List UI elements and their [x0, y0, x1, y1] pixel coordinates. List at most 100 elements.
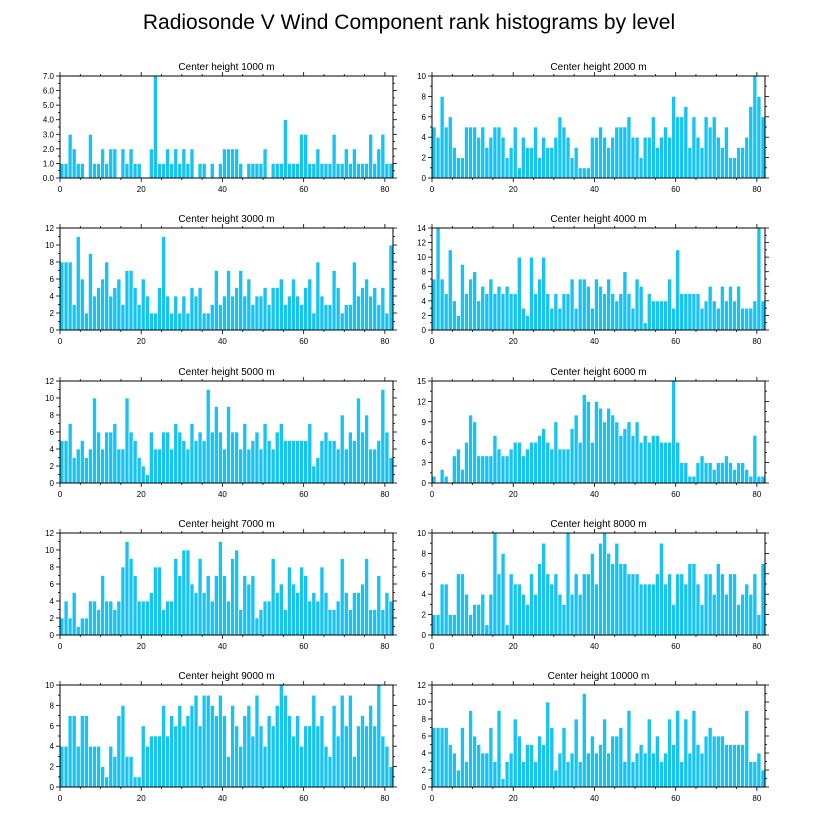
- panel-9-bar-69: [339, 694, 345, 788]
- panel-3-bar-38: [213, 270, 219, 331]
- panel-10-bar-60: [675, 710, 681, 788]
- panel-8-bar-15: [492, 532, 498, 636]
- panel-9-bar-29: [177, 705, 183, 788]
- panel-4-bar-45: [614, 300, 620, 331]
- panel-3-bar-18: [132, 287, 138, 331]
- panel-4-bar-22: [520, 307, 526, 331]
- panel-9-bar-41: [226, 756, 231, 788]
- panel-6-bar-6: [456, 448, 461, 484]
- panel-4-bar-67: [703, 300, 709, 331]
- panel-9-bar-25: [161, 705, 166, 788]
- panel-3-bar-68: [335, 287, 341, 331]
- panel-6-ytick-label: 15: [417, 377, 426, 386]
- panel-2-bar-70: [715, 136, 721, 179]
- panel-10-bar-1: [435, 727, 441, 788]
- panels-container: Center height 1000 m0 20 40 60 800.01.02.03.…: [43, 62, 769, 803]
- panel-3-bar-79: [380, 287, 386, 331]
- panel-5-bar-15: [120, 448, 126, 484]
- panel-10-bar-26: [537, 735, 542, 788]
- panel-1-bar-16: [124, 163, 130, 179]
- panel-9-bar-45: [242, 715, 248, 788]
- panel-10-ytick-label: 10: [417, 698, 426, 707]
- panel-6-bar-70: [715, 462, 721, 484]
- panel-1-xtick-label: 40: [218, 185, 227, 194]
- panel-2-bar-61: [679, 116, 685, 179]
- panel-9-bar-81: [388, 766, 394, 788]
- panel-2-bar-5: [451, 147, 457, 179]
- panel-4-bar-38: [585, 285, 591, 331]
- panel-8-bar-35: [573, 573, 579, 636]
- panel-5-bar-76: [368, 448, 374, 484]
- panel-5-ytick-label: 4: [50, 445, 55, 454]
- panel-4-bar-50: [634, 278, 640, 331]
- panel-2-bar-48: [626, 116, 632, 179]
- panel-2-bar-40: [594, 136, 599, 179]
- panel-7-bar-25: [161, 609, 166, 636]
- panel-7-bar-31: [185, 549, 191, 636]
- panel-6-bar-37: [581, 394, 587, 484]
- panel-5-ytick-label: 0: [50, 479, 55, 488]
- panel-6-ytick-label: 6: [422, 438, 427, 447]
- panel-9-ytick-label: 0: [50, 783, 55, 792]
- panel-7-bar-37: [209, 600, 215, 636]
- panel-3-bar-32: [189, 287, 195, 331]
- panel-2-bar-20: [512, 126, 518, 179]
- panel-2-bar-73: [728, 157, 733, 179]
- panel-2-bar-14: [488, 136, 494, 179]
- panel-8-bar-43: [606, 553, 612, 636]
- panel-10-title: Center height 10000 m: [548, 671, 650, 682]
- panel-3-bar-23: [153, 312, 158, 331]
- panel-3-bar-46: [246, 278, 252, 331]
- panel-8-bar-39: [590, 553, 595, 636]
- panel-4-bar-18: [504, 285, 510, 331]
- panel-9-bar-11: [104, 776, 110, 788]
- panel-1-bar-64: [319, 163, 325, 179]
- panel-6-bar-54: [650, 435, 656, 484]
- panel-3-bar-58: [295, 295, 300, 331]
- panel-4-bar-62: [683, 293, 689, 331]
- panel-6-bar-35: [573, 414, 579, 484]
- panel-9-xtick-label: 0: [58, 794, 63, 803]
- panel-8-bar-54: [650, 583, 656, 636]
- panel-4-bar-79: [752, 300, 758, 331]
- panel-1-bar-53: [274, 163, 280, 179]
- panel-3-title: Center height 3000 m: [178, 214, 274, 225]
- panel-9-bar-49: [258, 725, 264, 788]
- panel-9-bar-52: [270, 725, 276, 788]
- panel-7-bar-23: [153, 566, 158, 636]
- panel-3-bar-27: [169, 312, 175, 331]
- panel-10-xtick-label: 0: [430, 794, 435, 803]
- panel-10-bar-41: [598, 744, 603, 788]
- panel-3-ytick-label: 10: [45, 241, 54, 250]
- panel-1-bar-61: [307, 163, 313, 179]
- panel-5-bar-19: [136, 457, 142, 484]
- panel-3-bar-24: [157, 287, 162, 331]
- panel-3-bar-75: [364, 278, 369, 331]
- panel-2-xtick-label: 0: [430, 185, 435, 194]
- panel-9-bar-33: [193, 694, 199, 788]
- panel-10-bar-19: [508, 752, 514, 788]
- panel-7-bar-76: [368, 609, 374, 636]
- panel-9-bar-22: [148, 735, 154, 788]
- panel-10-bar-43: [606, 752, 612, 788]
- panel-3-ytick-label: 4: [50, 292, 55, 301]
- panel-5-bar-62: [311, 465, 317, 484]
- panel-1-bar-65: [323, 163, 329, 179]
- panel-10-xtick-label: 60: [671, 794, 680, 803]
- panel-1-ytick-label: 4.0: [43, 116, 55, 125]
- panel-10-bar-40: [594, 752, 599, 788]
- panel-6-bar-60: [675, 441, 681, 484]
- panel-9-bar-2: [67, 715, 73, 788]
- panel-1-bar-35: [201, 163, 207, 179]
- panel-2-bar-69: [711, 116, 717, 179]
- panel-8-bar-9: [468, 614, 473, 636]
- panel-5-bar-69: [339, 414, 345, 484]
- panel-2-bar-65: [695, 136, 701, 179]
- panel-9-bar-48: [254, 694, 260, 788]
- panel-3-bar-13: [112, 287, 118, 331]
- panel-1-bar-5: [79, 163, 85, 179]
- panel-9-bar-18: [132, 776, 138, 788]
- panel-4-bar-23: [525, 315, 530, 331]
- panel-8-bar-64: [691, 563, 697, 636]
- panel-6-bar-44: [610, 414, 616, 484]
